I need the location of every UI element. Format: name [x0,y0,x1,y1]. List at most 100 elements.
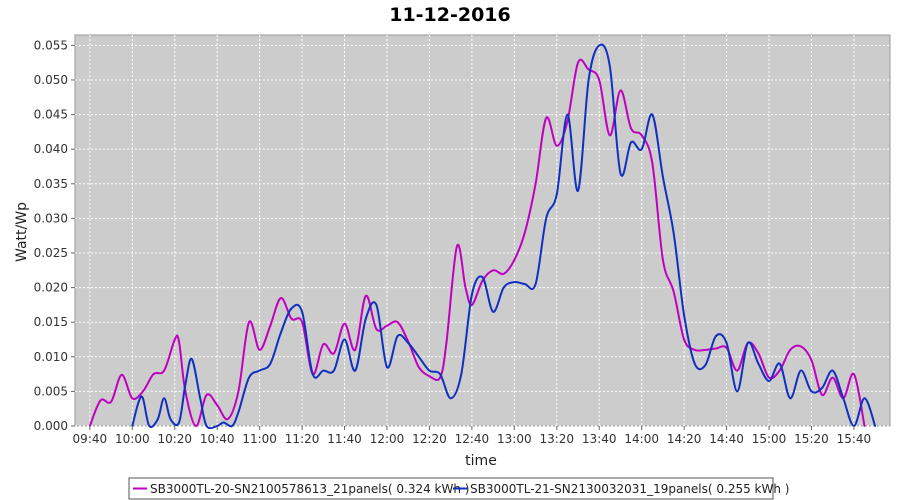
series-2-point [672,231,675,234]
series-1-point [481,279,484,282]
x-tick-label: 11:00 [242,432,277,446]
x-tick-label: 13:40 [582,432,617,446]
series-1-point [301,321,303,324]
series-2-point [248,376,250,379]
series-2-point [577,189,579,192]
series-2-point [343,338,346,341]
series-1-point [577,61,579,64]
series-1-point [354,349,357,351]
series-1-point [662,259,664,261]
series-2-point [311,373,314,375]
series-1-point [456,245,458,248]
series-1-point [120,373,123,376]
series-2-point [502,286,505,289]
x-axis-label: time [465,453,497,469]
series-2-point [237,411,240,414]
series-1-point [333,352,335,355]
series-2-point [842,397,845,400]
series-2-point [662,176,664,178]
series-1-point [248,321,250,324]
series-1-point [428,375,431,378]
series-1-point [322,343,325,346]
series-2-point [137,400,140,403]
series-1-point [280,297,282,299]
series-2-point [364,317,367,320]
series-1-point [534,182,537,185]
series-1-point [555,144,558,147]
series-1-point [863,425,866,427]
series-2-point [322,369,325,372]
y-tick-label: 0.035 [34,177,68,191]
series-2-point [178,421,180,424]
series-2-point [301,310,303,313]
y-tick-label: 0.040 [34,142,68,156]
series-2-point [693,362,696,365]
series-2-point [566,113,569,116]
series-2-point [683,314,685,317]
series-2-point [190,358,193,360]
series-1-point [715,347,717,350]
series-1-point [439,376,441,379]
series-2-point [640,148,643,151]
series-1-point [375,328,378,330]
series-1-point [99,399,102,402]
series-2-point [608,65,611,67]
series-1-point [566,120,569,123]
series-1-point [768,376,770,379]
series-2-point [587,79,590,81]
y-tick-label: 0.025 [34,246,68,260]
x-tick-label: 15:40 [837,432,872,446]
series-1-point [640,134,643,137]
series-2-point [821,387,823,389]
series-1-point [396,321,399,324]
legend-box [128,477,774,500]
series-1-point [152,373,155,375]
x-tick-label: 14:40 [709,432,744,446]
series-2-point [736,390,739,393]
series-2-point [630,141,632,144]
series-1-point [178,340,180,343]
series-1-point [608,134,611,137]
series-1-point [831,376,834,379]
plot-area [74,34,891,427]
series-2-point [231,425,234,427]
series-1-point [445,342,448,344]
series-2-point [439,373,441,375]
series-1-point [471,304,473,306]
series-2-point [768,380,770,382]
series-1-point [269,324,272,327]
x-tick-label: 13:00 [497,432,532,446]
series-2-point [184,383,187,386]
series-2-point [386,366,388,369]
series-1-point [789,349,792,351]
series-2-point [222,421,225,424]
series-1-point [630,127,632,130]
series-2-point [460,373,463,375]
series-2-point [789,397,792,400]
series-2-point [205,425,208,427]
series-1-point [619,89,622,92]
series-2-point [407,342,410,344]
series-2-point [810,390,813,393]
y-tick-label: 0.055 [34,38,68,52]
series-1-point [587,68,590,71]
series-2-point [481,276,484,279]
legend-entry-2: SB3000TL-21-SN2130032031_19panels( 0.255… [470,482,789,496]
series-1-point [853,373,855,375]
series-2-point [428,369,431,372]
y-tick-label: 0.050 [34,73,68,87]
series-1-point [110,400,112,403]
series-1-point [821,394,823,396]
series-2-point [715,335,717,337]
axes: 0.000 0.005 0.010 0.015 0.020 0.025 0.030 0.035… [34,38,872,446]
series-2-point [156,418,159,420]
series-2-point [704,364,707,366]
series-1-point [502,272,505,275]
chart-title: 11-12-2016 [389,4,511,26]
series-2-point [874,425,876,427]
series-1-point [216,404,219,407]
series-1-point [464,286,467,289]
series-2-point [757,362,760,365]
grid-lines [75,35,890,427]
x-tick-label: 10:40 [200,432,235,446]
